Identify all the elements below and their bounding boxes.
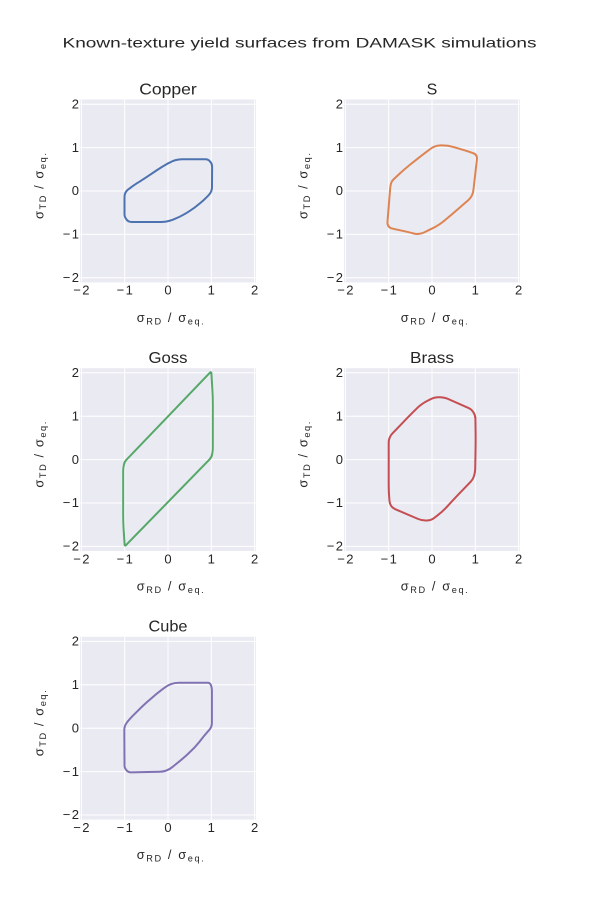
svg-text:−1: −1	[327, 495, 345, 510]
svg-text:1: 1	[472, 551, 479, 566]
svg-text:1: 1	[72, 140, 79, 155]
svg-text:−1: −1	[63, 495, 81, 510]
svg-text:1: 1	[208, 820, 215, 835]
svg-text:−2: −2	[327, 270, 345, 285]
svg-text:1: 1	[72, 408, 79, 423]
svg-text:−1: −1	[327, 227, 345, 242]
svg-text:−2: −2	[63, 539, 81, 554]
svg-text:Copper: Copper	[139, 82, 197, 99]
svg-text:−1: −1	[117, 283, 135, 298]
svg-text:1: 1	[336, 408, 343, 423]
svg-text:0: 0	[428, 283, 435, 298]
svg-text:0: 0	[336, 183, 343, 198]
svg-text:2: 2	[72, 634, 79, 649]
svg-text:2: 2	[251, 820, 258, 835]
svg-text:−2: −2	[337, 283, 355, 298]
svg-text:0: 0	[164, 283, 171, 298]
svg-text:0: 0	[72, 720, 79, 735]
svg-text:−2: −2	[73, 283, 91, 298]
svg-text:−2: −2	[327, 539, 345, 554]
svg-text:Brass: Brass	[410, 350, 454, 367]
svg-text:0: 0	[164, 551, 171, 566]
svg-text:1: 1	[472, 283, 479, 298]
svg-text:Goss: Goss	[149, 350, 188, 367]
svg-text:−1: −1	[117, 820, 135, 835]
svg-text:Cube: Cube	[149, 619, 188, 636]
svg-text:−2: −2	[73, 820, 91, 835]
svg-text:2: 2	[72, 96, 79, 111]
svg-text:1: 1	[208, 283, 215, 298]
svg-text:−1: −1	[381, 283, 399, 298]
svg-text:2: 2	[251, 283, 258, 298]
svg-text:−1: −1	[63, 227, 81, 242]
svg-text:S: S	[427, 82, 438, 99]
svg-text:0: 0	[428, 551, 435, 566]
svg-text:−2: −2	[73, 551, 91, 566]
svg-text:−2: −2	[337, 551, 355, 566]
svg-text:1: 1	[336, 140, 343, 155]
svg-text:−2: −2	[63, 807, 81, 822]
svg-text:2: 2	[515, 551, 522, 566]
svg-text:2: 2	[251, 551, 258, 566]
svg-text:Known-texture yield surfaces f: Known-texture yield surfaces from DAMASK…	[63, 35, 537, 50]
svg-text:0: 0	[72, 183, 79, 198]
svg-text:2: 2	[336, 365, 343, 380]
svg-text:2: 2	[336, 96, 343, 111]
svg-text:1: 1	[72, 677, 79, 692]
svg-text:1: 1	[208, 551, 215, 566]
svg-text:0: 0	[164, 820, 171, 835]
svg-text:2: 2	[515, 283, 522, 298]
svg-text:2: 2	[72, 365, 79, 380]
svg-text:−1: −1	[381, 551, 399, 566]
svg-text:0: 0	[72, 452, 79, 467]
svg-text:0: 0	[336, 452, 343, 467]
svg-text:−2: −2	[63, 270, 81, 285]
svg-text:−1: −1	[117, 551, 135, 566]
svg-text:−1: −1	[63, 764, 81, 779]
